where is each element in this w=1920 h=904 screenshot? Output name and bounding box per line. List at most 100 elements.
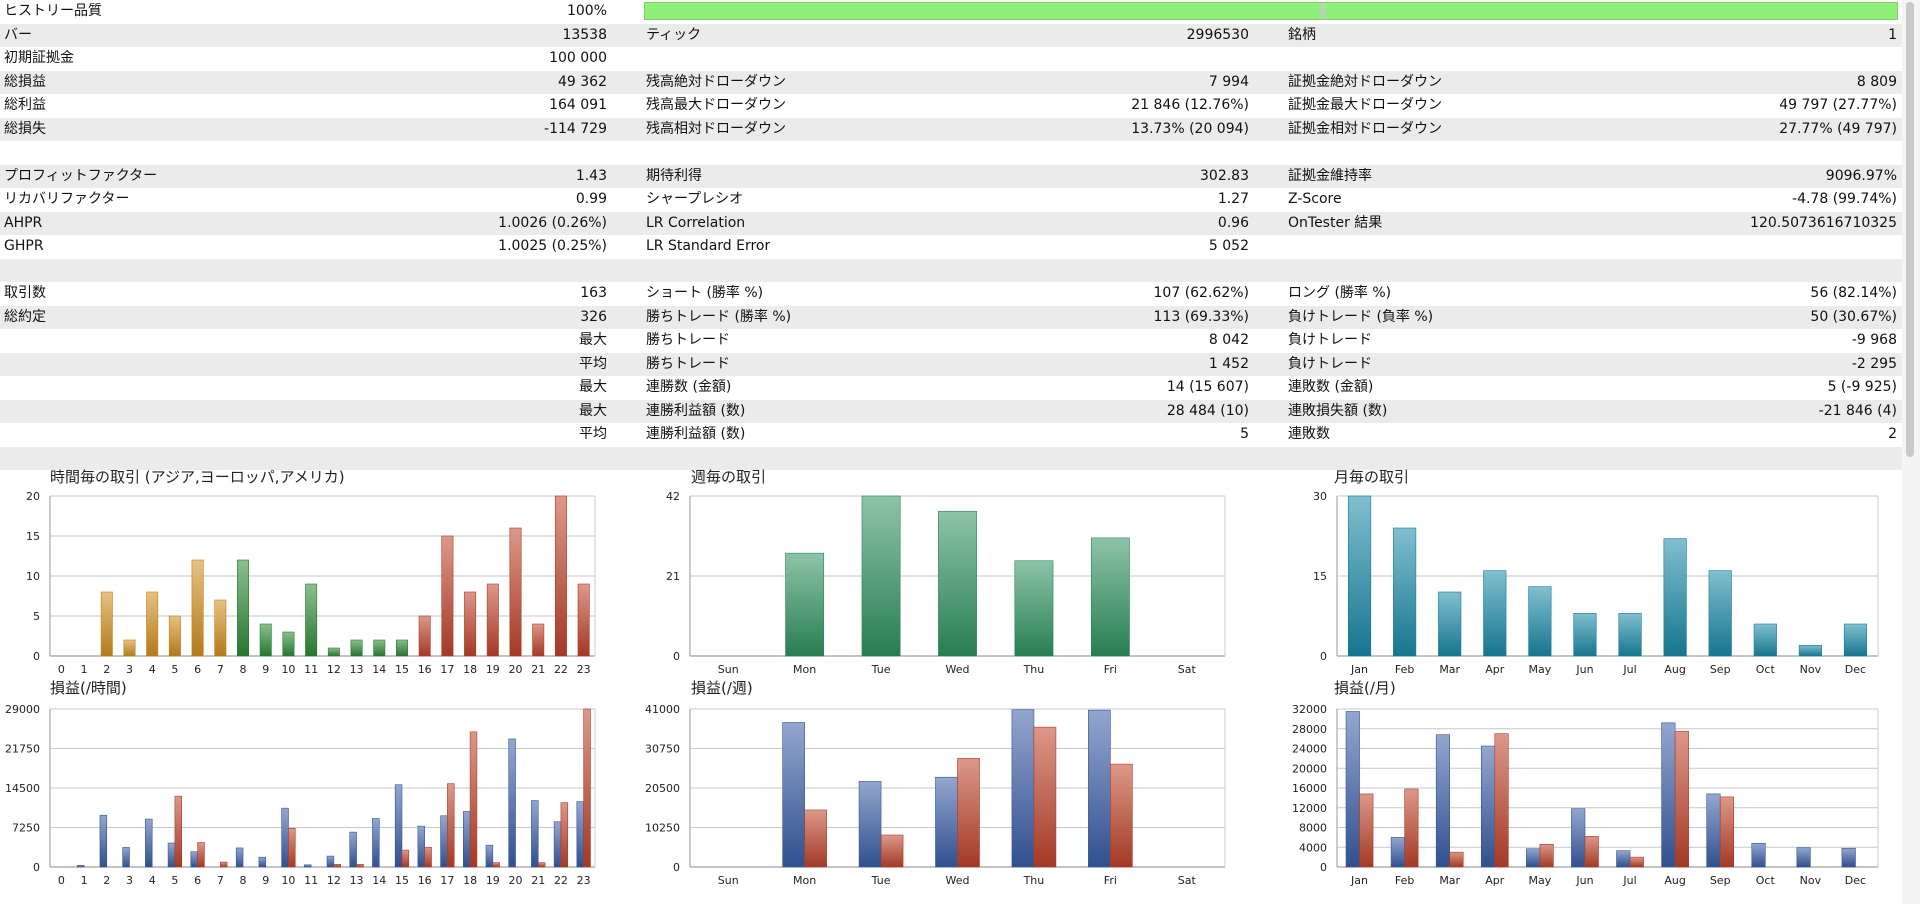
x-tick-label: Wed bbox=[946, 663, 970, 676]
bar bbox=[123, 639, 136, 657]
x-tick-label: Sun bbox=[718, 874, 739, 887]
bar bbox=[1033, 726, 1057, 868]
x-tick-label: Sep bbox=[1710, 663, 1731, 676]
stat-label: ショート (勝率 %) bbox=[646, 285, 764, 301]
bar bbox=[146, 591, 159, 657]
x-tick-label: 8 bbox=[240, 874, 247, 887]
x-tick-label: May bbox=[1529, 663, 1552, 676]
y-tick-label: 0 bbox=[33, 861, 40, 874]
bar bbox=[1390, 837, 1405, 868]
stat-value: -4.78 (99.74%) bbox=[1792, 191, 1897, 207]
x-tick-label: 10 bbox=[281, 663, 295, 676]
bar bbox=[424, 847, 432, 868]
x-tick-label: Feb bbox=[1395, 663, 1414, 676]
bar bbox=[1435, 734, 1451, 868]
bar bbox=[1798, 645, 1822, 657]
x-tick-label: Jul bbox=[1622, 663, 1636, 676]
x-tick-label: 13 bbox=[350, 874, 364, 887]
stat-value: 5 052 bbox=[1208, 238, 1249, 254]
stat-value: 100 000 bbox=[549, 50, 607, 66]
stat-value: 21 846 (12.76%) bbox=[1131, 97, 1249, 113]
stat-value: 7 994 bbox=[1208, 73, 1249, 90]
x-tick-label: 12 bbox=[327, 663, 341, 676]
bar bbox=[880, 834, 904, 868]
bar bbox=[462, 811, 471, 868]
stat-label: バー bbox=[4, 26, 32, 43]
stat-value: 107 (62.62%) bbox=[1153, 285, 1249, 301]
bar bbox=[440, 815, 448, 868]
x-tick-label: Tue bbox=[871, 874, 891, 887]
scrollbar-thumb[interactable] bbox=[1906, 2, 1914, 457]
stat-value: 1 bbox=[1888, 26, 1897, 43]
bar bbox=[1674, 730, 1689, 868]
stat-row bbox=[0, 446, 1902, 470]
x-tick-label: 9 bbox=[262, 874, 269, 887]
stat-value: 平均 bbox=[579, 355, 607, 372]
bar bbox=[537, 862, 546, 868]
bar bbox=[326, 855, 335, 868]
y-tick-label: 16000 bbox=[1292, 782, 1327, 795]
bar bbox=[1616, 850, 1631, 868]
stat-value: 平均 bbox=[579, 426, 607, 442]
bar bbox=[1526, 848, 1541, 868]
stat-label: 連敗数 (金額) bbox=[1288, 379, 1374, 395]
stat-label: 残高最大ドローダウン bbox=[646, 97, 786, 113]
bar bbox=[1539, 843, 1554, 868]
bar bbox=[145, 818, 153, 868]
x-tick-label: Aug bbox=[1664, 874, 1685, 887]
stat-value: 302.83 bbox=[1200, 167, 1249, 184]
x-tick-label: 1 bbox=[81, 874, 88, 887]
stat-label: ロング (勝率 %) bbox=[1288, 285, 1392, 301]
stat-value: 56 (82.14%) bbox=[1810, 285, 1897, 301]
stat-value: 5 bbox=[1240, 426, 1249, 442]
x-tick-label: Wed bbox=[946, 874, 970, 887]
y-tick-label: 21750 bbox=[5, 743, 40, 756]
bar bbox=[259, 623, 272, 657]
bar bbox=[1663, 538, 1687, 657]
x-tick-label: 18 bbox=[463, 663, 477, 676]
bar bbox=[1706, 793, 1721, 868]
stat-value: 113 (69.33%) bbox=[1153, 308, 1249, 325]
bar bbox=[1751, 842, 1766, 868]
x-tick-label: Jul bbox=[1622, 874, 1636, 887]
stat-value: -21 846 (4) bbox=[1818, 402, 1897, 419]
chart-monthly-trades: 月毎の取引 0 15 30 Jan Feb Mar Apr May Jun Jul Aug Sep Oct… bbox=[1313, 468, 1879, 676]
stat-label: 初期証拠金 bbox=[4, 50, 74, 66]
bar bbox=[957, 758, 980, 868]
bar bbox=[282, 631, 295, 657]
y-tick-label: 0 bbox=[673, 861, 680, 874]
stat-label: 連敗数 bbox=[1288, 426, 1330, 442]
stat-value: 1.27 bbox=[1217, 191, 1249, 207]
bar bbox=[1347, 495, 1372, 657]
stat-label: ティック bbox=[646, 26, 702, 43]
x-tick-label: 22 bbox=[554, 663, 568, 676]
bar bbox=[782, 722, 805, 868]
stat-value: 2 bbox=[1888, 426, 1897, 442]
bar bbox=[167, 842, 176, 868]
history-quality-bar bbox=[644, 2, 1898, 20]
chart-title: 損益(/時間) bbox=[50, 679, 127, 697]
bar bbox=[197, 842, 205, 868]
x-tick-label: Sun bbox=[718, 663, 739, 676]
x-tick-label: 19 bbox=[486, 874, 500, 887]
stat-label: Z-Score bbox=[1288, 191, 1342, 207]
y-tick-label: 41000 bbox=[645, 703, 680, 716]
stat-label: 証拠金相対ドローダウン bbox=[1288, 120, 1442, 137]
chart-title: 月毎の取引 bbox=[1334, 468, 1409, 486]
x-tick-label: Sat bbox=[1178, 874, 1197, 887]
bar bbox=[327, 647, 340, 657]
bar bbox=[281, 807, 289, 868]
stat-value: 13.73% (20 094) bbox=[1131, 120, 1249, 137]
x-tick-label: 21 bbox=[531, 663, 545, 676]
bar bbox=[577, 583, 590, 657]
bar bbox=[373, 639, 386, 657]
x-tick-label: Aug bbox=[1664, 663, 1685, 676]
x-tick-label: 8 bbox=[240, 663, 247, 676]
bar bbox=[938, 510, 977, 657]
bar bbox=[237, 559, 249, 657]
bar bbox=[401, 849, 410, 868]
x-tick-label: 12 bbox=[327, 874, 341, 887]
stat-value: 27.77% (49 797) bbox=[1779, 120, 1897, 137]
x-tick-label: May bbox=[1529, 874, 1552, 887]
x-tick-label: 2 bbox=[103, 663, 110, 676]
